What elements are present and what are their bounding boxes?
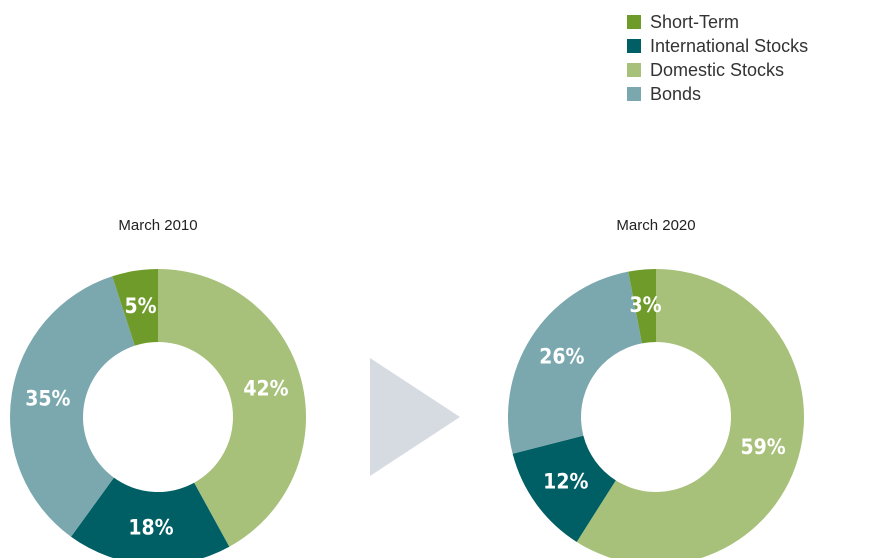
data-label: 26% (539, 344, 584, 368)
slice (576, 269, 804, 558)
legend-swatch (627, 63, 641, 77)
chart-title: March 2010 (118, 217, 197, 234)
data-label: 42% (243, 376, 288, 400)
legend: Short-Term International Stocks Domestic… (627, 12, 808, 104)
slice (112, 269, 158, 346)
slice (508, 271, 642, 454)
legend-label: Domestic Stocks (650, 60, 784, 80)
slice (10, 276, 135, 537)
slice (512, 435, 616, 542)
data-label: 3% (629, 293, 661, 317)
data-label: 5% (125, 294, 157, 318)
legend-label: Short-Term (650, 12, 739, 32)
data-label: 59% (740, 435, 785, 459)
data-label: 12% (543, 470, 588, 494)
data-label: 35% (25, 387, 70, 411)
legend-label: International Stocks (650, 36, 808, 56)
legend-swatch (627, 39, 641, 53)
slice (628, 269, 656, 344)
legend-swatch (627, 15, 641, 29)
slice (71, 477, 230, 558)
data-label: 18% (128, 515, 173, 539)
slice (158, 269, 306, 547)
legend-label: Bonds (650, 84, 701, 104)
arrow (370, 358, 460, 476)
legend-swatch (627, 87, 641, 101)
chart-title: March 2020 (616, 217, 695, 234)
